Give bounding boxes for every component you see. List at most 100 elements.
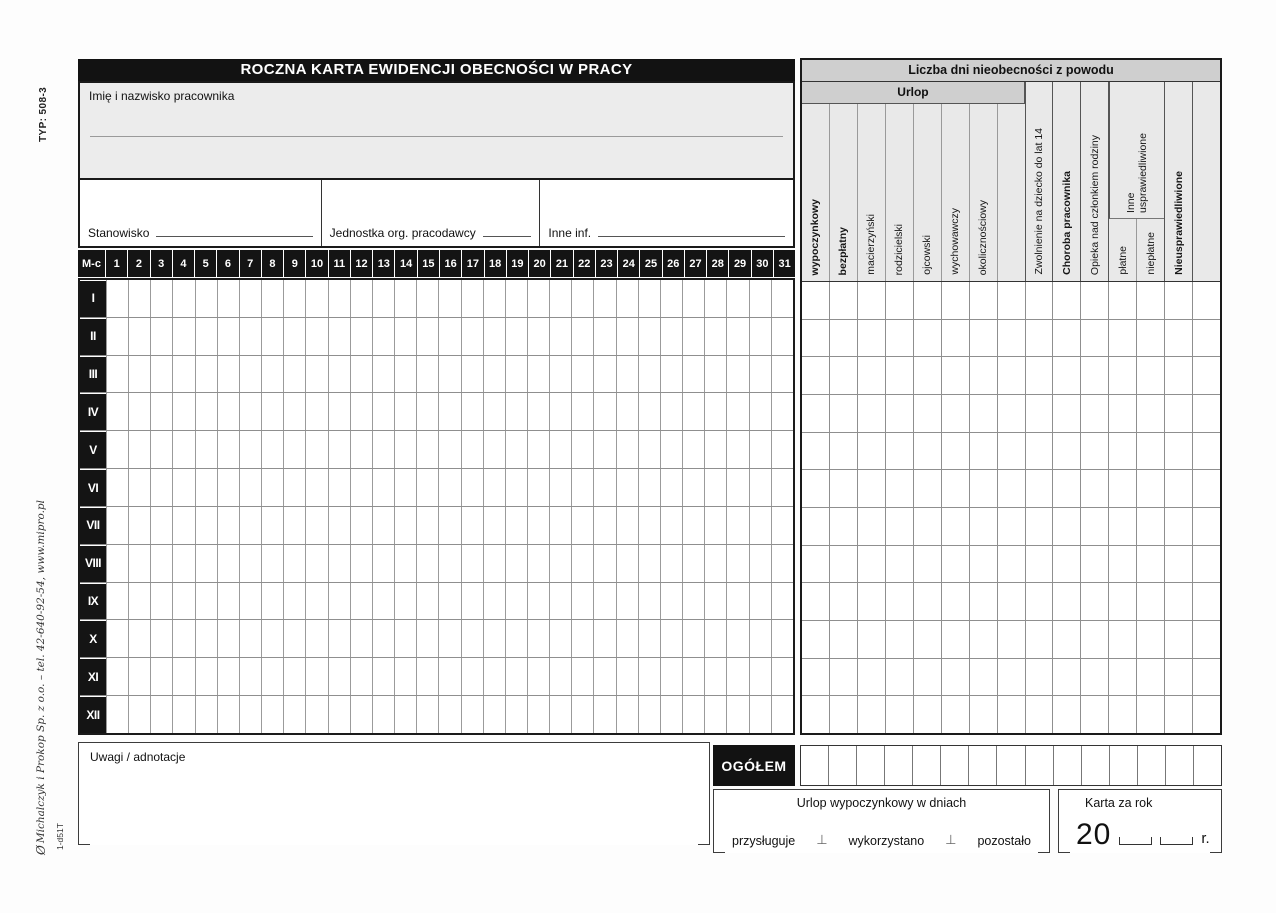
absence-count-cell[interactable] <box>1052 658 1080 696</box>
attendance-day-cell[interactable] <box>593 355 615 393</box>
absence-count-cell[interactable] <box>912 545 941 583</box>
attendance-day-cell[interactable] <box>238 544 261 582</box>
absence-count-cell[interactable] <box>1192 508 1220 545</box>
attendance-day-cell[interactable] <box>438 431 460 469</box>
absence-count-cell[interactable] <box>1136 357 1164 395</box>
attendance-day-cell[interactable] <box>637 582 660 620</box>
attendance-day-cell[interactable] <box>216 317 239 355</box>
attendance-day-cell[interactable] <box>726 544 748 582</box>
attendance-day-cell[interactable] <box>549 431 571 469</box>
absence-count-cell[interactable] <box>1052 583 1080 621</box>
attendance-day-cell[interactable] <box>659 582 682 620</box>
absence-count-cell[interactable] <box>802 470 829 507</box>
attendance-day-cell[interactable] <box>216 544 239 582</box>
attendance-day-cell[interactable] <box>216 506 239 544</box>
attendance-day-cell[interactable] <box>571 355 593 393</box>
attendance-day-cell[interactable] <box>748 317 771 355</box>
total-count-cell[interactable] <box>801 746 828 785</box>
attendance-day-cell[interactable] <box>682 658 704 696</box>
attendance-day-cell[interactable] <box>704 658 726 696</box>
absence-count-cell[interactable] <box>968 621 997 658</box>
attendance-day-cell[interactable] <box>261 355 283 393</box>
attendance-day-cell[interactable] <box>571 658 593 696</box>
attendance-day-cell[interactable] <box>128 469 150 506</box>
absence-count-cell[interactable] <box>968 658 997 696</box>
total-count-cell[interactable] <box>996 746 1024 785</box>
attendance-day-cell[interactable] <box>637 696 660 733</box>
attendance-day-cell[interactable] <box>460 280 483 317</box>
attendance-day-cell[interactable] <box>438 544 460 582</box>
absence-count-cell[interactable] <box>828 395 857 432</box>
absence-count-cell[interactable] <box>884 545 913 583</box>
attendance-day-cell[interactable] <box>261 317 283 355</box>
absence-count-cell[interactable] <box>1108 470 1136 508</box>
attendance-day-cell[interactable] <box>659 469 682 506</box>
attendance-day-cell[interactable] <box>349 469 372 506</box>
total-count-cell[interactable] <box>1164 746 1193 785</box>
absence-count-cell[interactable] <box>1164 583 1192 621</box>
absence-count-cell[interactable] <box>828 658 857 696</box>
absence-count-cell[interactable] <box>802 546 829 583</box>
absence-count-cell[interactable] <box>884 432 913 470</box>
absence-count-cell[interactable] <box>996 696 1025 734</box>
attendance-day-cell[interactable] <box>283 280 305 317</box>
attendance-day-cell[interactable] <box>659 431 682 469</box>
attendance-day-cell[interactable] <box>682 393 704 431</box>
attendance-day-cell[interactable] <box>416 431 438 469</box>
absence-count-cell[interactable] <box>968 470 997 508</box>
attendance-day-cell[interactable] <box>748 544 771 582</box>
absence-count-cell[interactable] <box>940 432 969 470</box>
attendance-day-cell[interactable] <box>394 280 416 317</box>
attendance-day-cell[interactable] <box>238 280 261 317</box>
attendance-day-cell[interactable] <box>482 506 505 544</box>
attendance-day-cell[interactable] <box>460 431 483 469</box>
absence-count-cell[interactable] <box>1024 357 1053 395</box>
absence-count-cell[interactable] <box>856 357 885 395</box>
absence-count-cell[interactable] <box>1192 395 1220 432</box>
attendance-day-cell[interactable] <box>172 696 194 733</box>
attendance-day-cell[interactable] <box>637 393 660 431</box>
attendance-day-cell[interactable] <box>526 696 549 733</box>
absence-count-cell[interactable] <box>968 545 997 583</box>
attendance-day-cell[interactable] <box>238 696 261 733</box>
attendance-day-cell[interactable] <box>615 469 638 506</box>
attendance-day-cell[interactable] <box>438 620 460 658</box>
attendance-day-cell[interactable] <box>682 696 704 733</box>
total-count-cell[interactable] <box>828 746 856 785</box>
absence-count-cell[interactable] <box>1024 395 1053 432</box>
absence-count-cell[interactable] <box>828 583 857 621</box>
attendance-day-cell[interactable] <box>371 544 394 582</box>
attendance-day-cell[interactable] <box>283 469 305 506</box>
absence-count-cell[interactable] <box>856 696 885 734</box>
absence-count-cell[interactable] <box>856 395 885 432</box>
absence-count-cell[interactable] <box>1052 395 1080 432</box>
attendance-day-cell[interactable] <box>770 582 793 620</box>
total-count-cell[interactable] <box>884 746 912 785</box>
absence-count-cell[interactable] <box>1192 545 1220 583</box>
absence-count-cell[interactable] <box>1052 470 1080 508</box>
attendance-day-cell[interactable] <box>659 696 682 733</box>
attendance-day-cell[interactable] <box>106 582 128 620</box>
attendance-day-cell[interactable] <box>438 355 460 393</box>
absence-count-cell[interactable] <box>1136 508 1164 545</box>
attendance-day-cell[interactable] <box>659 317 682 355</box>
attendance-day-cell[interactable] <box>571 280 593 317</box>
attendance-day-cell[interactable] <box>726 317 748 355</box>
attendance-day-cell[interactable] <box>726 355 748 393</box>
attendance-day-cell[interactable] <box>770 317 793 355</box>
attendance-day-cell[interactable] <box>416 506 438 544</box>
attendance-day-cell[interactable] <box>106 658 128 696</box>
absence-count-cell[interactable] <box>912 357 941 395</box>
attendance-day-cell[interactable] <box>327 393 350 431</box>
absence-count-cell[interactable] <box>1080 282 1108 319</box>
attendance-day-cell[interactable] <box>371 696 394 733</box>
attendance-day-cell[interactable] <box>327 544 350 582</box>
attendance-day-cell[interactable] <box>128 355 150 393</box>
absence-count-cell[interactable] <box>912 395 941 432</box>
absence-count-cell[interactable] <box>884 621 913 658</box>
absence-count-cell[interactable] <box>1052 357 1080 395</box>
absence-count-cell[interactable] <box>1192 432 1220 470</box>
attendance-day-cell[interactable] <box>172 582 194 620</box>
attendance-day-cell[interactable] <box>394 317 416 355</box>
attendance-day-cell[interactable] <box>172 544 194 582</box>
